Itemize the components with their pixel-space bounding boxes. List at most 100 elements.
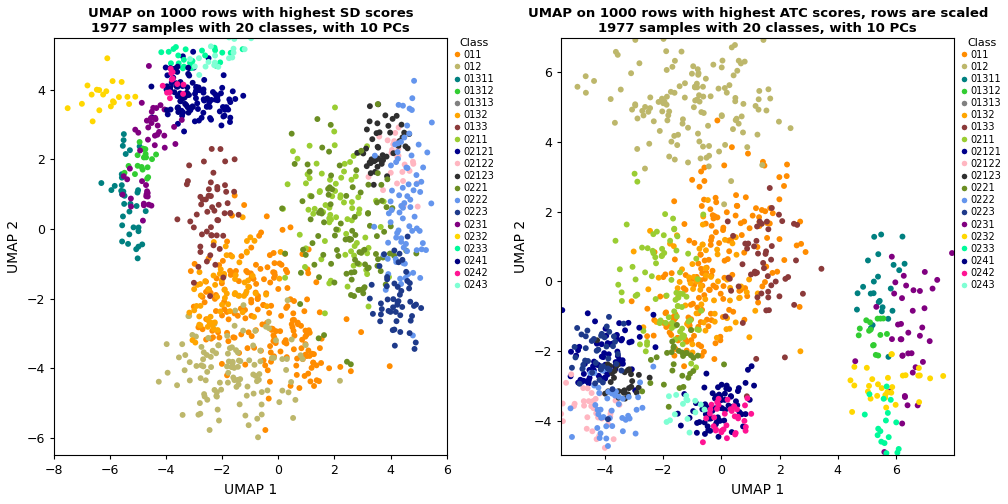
- Point: [193, 193, 209, 201]
- Point: [657, 210, 673, 218]
- Point: [674, 265, 690, 273]
- Point: [125, 223, 141, 231]
- Point: [574, 378, 590, 386]
- Point: [170, 51, 186, 59]
- Point: [764, 204, 780, 212]
- Point: [607, 392, 623, 400]
- Point: [680, 318, 697, 326]
- Point: [569, 352, 585, 360]
- Point: [620, 366, 636, 374]
- Point: [635, 323, 651, 331]
- Point: [735, 260, 751, 268]
- Point: [382, 362, 398, 370]
- Point: [122, 165, 138, 173]
- Point: [220, 369, 236, 377]
- Point: [674, 348, 690, 356]
- Point: [595, 366, 611, 374]
- Point: [161, 87, 177, 95]
- Point: [682, 316, 699, 324]
- Point: [158, 86, 174, 94]
- Point: [385, 140, 401, 148]
- Point: [851, 331, 867, 339]
- Point: [755, 36, 771, 44]
- Point: [731, 287, 747, 295]
- Point: [721, 236, 737, 244]
- Point: [231, 349, 247, 357]
- Point: [682, 351, 699, 359]
- Point: [649, 228, 665, 236]
- Point: [581, 397, 597, 405]
- Point: [184, 331, 201, 339]
- Point: [611, 319, 627, 327]
- Point: [152, 101, 168, 109]
- Point: [379, 282, 395, 290]
- Point: [749, 131, 765, 139]
- Point: [879, 383, 895, 391]
- Point: [323, 277, 339, 285]
- Point: [582, 374, 598, 382]
- Point: [570, 346, 586, 354]
- Point: [240, 277, 256, 285]
- Point: [850, 289, 866, 297]
- Point: [213, 89, 229, 97]
- Point: [751, 87, 767, 95]
- Point: [210, 185, 226, 194]
- Point: [699, 154, 715, 162]
- Point: [666, 352, 682, 360]
- Point: [596, 413, 612, 421]
- Point: [333, 363, 349, 371]
- Point: [664, 63, 680, 71]
- Point: [894, 351, 910, 359]
- Point: [634, 107, 650, 115]
- Point: [89, 86, 105, 94]
- Point: [685, 354, 702, 362]
- Point: [192, 268, 208, 276]
- Point: [207, 281, 223, 289]
- Point: [206, 169, 222, 177]
- Point: [237, 412, 253, 420]
- Point: [714, 428, 730, 436]
- Point: [316, 218, 332, 226]
- Point: [182, 217, 199, 225]
- Point: [139, 187, 155, 195]
- Point: [586, 77, 602, 85]
- Point: [894, 419, 910, 427]
- Point: [719, 208, 735, 216]
- Point: [629, 114, 645, 122]
- Point: [604, 369, 620, 377]
- Point: [601, 313, 617, 321]
- Point: [175, 81, 192, 89]
- Point: [241, 421, 257, 429]
- Point: [207, 46, 223, 54]
- Point: [648, 259, 664, 267]
- Point: [219, 371, 235, 380]
- Point: [875, 303, 891, 311]
- Point: [674, 372, 690, 380]
- Point: [177, 351, 194, 359]
- Point: [661, 392, 677, 400]
- Point: [701, 286, 717, 294]
- Point: [342, 158, 358, 166]
- Point: [267, 271, 283, 279]
- Point: [396, 160, 412, 168]
- Point: [384, 146, 400, 154]
- Point: [169, 68, 185, 76]
- Point: [114, 181, 130, 189]
- Point: [363, 169, 379, 177]
- Point: [749, 269, 765, 277]
- Point: [861, 382, 877, 390]
- Point: [106, 98, 122, 106]
- Point: [658, 418, 674, 426]
- Point: [753, 289, 769, 297]
- Point: [166, 88, 182, 96]
- Point: [733, 59, 749, 68]
- Point: [359, 162, 375, 170]
- Point: [884, 307, 900, 315]
- Point: [136, 201, 152, 209]
- Point: [724, 407, 740, 415]
- Point: [695, 83, 711, 91]
- Point: [896, 272, 912, 280]
- Point: [729, 67, 745, 75]
- Point: [140, 193, 156, 201]
- Point: [611, 387, 627, 395]
